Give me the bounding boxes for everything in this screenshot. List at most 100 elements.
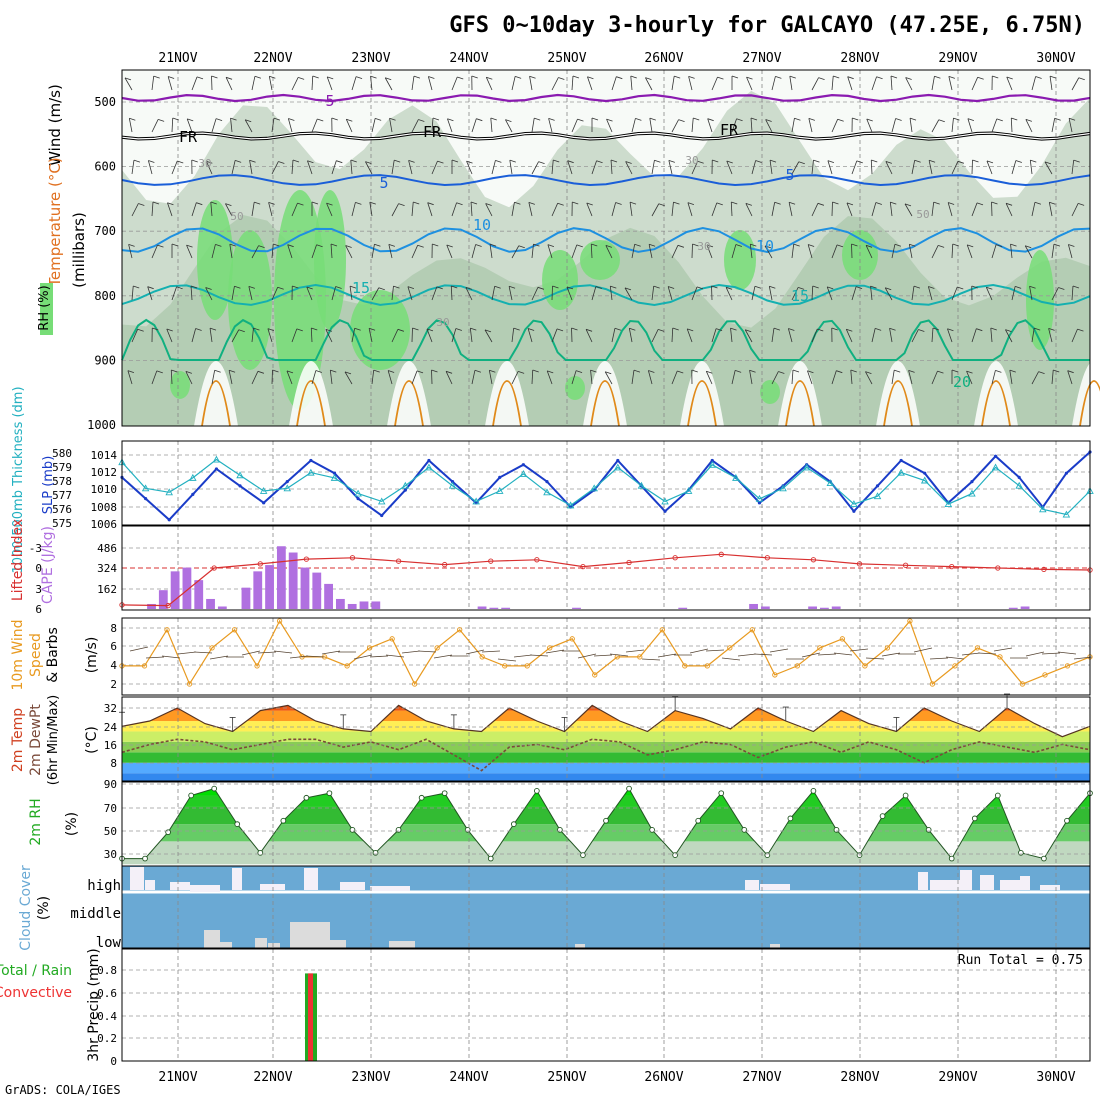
rh2m-point (581, 853, 586, 858)
rh2m-ylabel: 2m RH (28, 798, 44, 845)
rh2m-point (673, 853, 678, 858)
cape-bar (820, 608, 829, 609)
precip-legend-total: Total / Rain (0, 963, 72, 979)
wind10m-barb (530, 655, 548, 656)
slp-point (900, 459, 903, 462)
wind10m-barb (738, 654, 756, 656)
slp-point (168, 518, 171, 521)
slp-point (286, 480, 289, 483)
wind10m-frame (122, 618, 1090, 695)
rh2m-point (926, 827, 931, 832)
date-label-top: 30NOV (1036, 51, 1075, 66)
temp2m-tick-label: 32 (104, 702, 117, 715)
rh-band (122, 824, 1090, 841)
wind10m-tick-label: 6 (110, 640, 117, 653)
rh2m-point (166, 830, 171, 835)
cloud-gap (260, 884, 285, 890)
cloud-low-cover (255, 938, 267, 948)
rh2m-point (765, 853, 770, 858)
date-label-bottom: 26NOV (644, 1070, 683, 1085)
wind10m-barb (274, 651, 292, 653)
date-label-bottom: 24NOV (449, 1070, 488, 1085)
temp2m-ylabel-3: (6hr Min/Max) (46, 695, 61, 785)
rh-moist-area (1026, 250, 1054, 350)
rh2m-point (1018, 850, 1023, 855)
rh2m-point (834, 827, 839, 832)
cape-bar (678, 608, 687, 609)
cape-tick-label: 486 (97, 542, 117, 555)
wind10m-ylabel-2: Speed (28, 633, 44, 677)
rh2m-tick-label: 50 (104, 825, 117, 838)
contour-label: 30 (697, 240, 710, 253)
rh2m-point (903, 793, 908, 798)
wind10m-barb (482, 651, 500, 652)
slp-point (616, 459, 619, 462)
slp-point (215, 467, 218, 470)
rh2m-point (419, 795, 424, 800)
rh-moist-area (170, 371, 190, 399)
temp-band (122, 711, 1090, 721)
date-label-top: 29NOV (938, 51, 977, 66)
rh2m-point (1065, 818, 1070, 823)
slp-point (309, 459, 312, 462)
rh-moist-area (760, 380, 780, 404)
rh-band (122, 841, 1090, 864)
wind10m-barb (658, 654, 676, 657)
rh2m-point (534, 788, 539, 793)
wind10m-units: (m/s) (84, 637, 100, 674)
wind10m-barb (978, 653, 996, 654)
date-label-top: 25NOV (547, 51, 586, 66)
slp-line (122, 452, 1090, 520)
rh-moist-area (580, 240, 620, 280)
li-ylabel: Lifted Index (10, 519, 26, 601)
date-label-bottom: 28NOV (840, 1070, 879, 1085)
upper-ylabel-wind: Wind (m/s) (46, 84, 64, 166)
cloud-low-cover (204, 930, 220, 948)
cloud-level-label: middle (70, 906, 121, 922)
cloud-gap (760, 884, 790, 890)
rh2m-point (972, 816, 977, 821)
cape-bar (265, 565, 274, 609)
cape-bar (242, 588, 251, 609)
wind10m-tick-label: 2 (110, 678, 117, 691)
wind10m-barb (994, 648, 1012, 651)
wind10m-barb (354, 655, 372, 659)
contour-label: 5 (325, 92, 334, 110)
slp-point (404, 489, 407, 492)
rh-moist-area (542, 250, 578, 310)
rh2m-point (995, 793, 1000, 798)
rh2m-units: (%) (64, 812, 80, 836)
wind10m-barb (258, 652, 276, 653)
wind10m-barb (834, 653, 852, 655)
upper-ylabel-rh: RH (%) (37, 285, 52, 330)
precip-convective-bar (308, 973, 313, 1061)
slp-point (852, 510, 855, 513)
slp-point (994, 455, 997, 458)
contour-label: 10 (473, 216, 491, 234)
run-total-label: Run Total = 0.75 (958, 953, 1083, 968)
rh2m-point (304, 795, 309, 800)
rh2m-point (788, 816, 793, 821)
wind10m-barb (946, 657, 964, 659)
temp-band (122, 763, 1090, 773)
cloud-low-cover (220, 942, 232, 948)
cape-bar (253, 571, 262, 609)
wind10m-barb (722, 658, 740, 660)
cape-bar (501, 608, 510, 609)
rh-moist-area (565, 376, 585, 400)
wind10m-barb (370, 656, 388, 657)
cloud-low-cover (770, 944, 780, 948)
slp-frame (122, 441, 1090, 525)
date-label-bottom: 22NOV (253, 1070, 292, 1085)
rh2m-point (235, 822, 240, 827)
rh2m-point (511, 822, 516, 827)
wind10m-barb (690, 649, 708, 653)
contour-label: 30 (436, 316, 449, 329)
wind10m-barb (418, 651, 436, 652)
cape-bar (1021, 606, 1030, 609)
rh2m-point (558, 827, 563, 832)
contour-label: 50 (230, 210, 243, 223)
